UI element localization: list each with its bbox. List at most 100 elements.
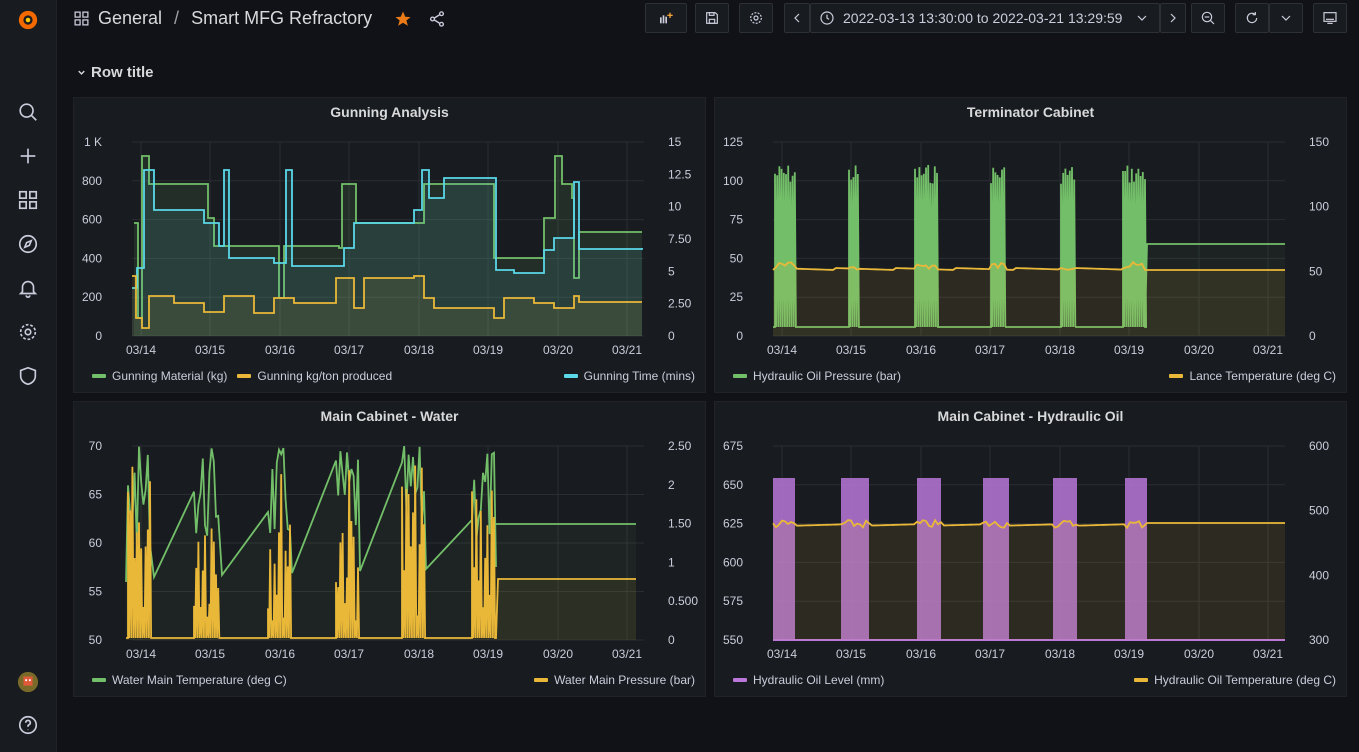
y-tick-label: 675 <box>723 439 743 453</box>
time-range-picker[interactable]: 2022-03-13 13:30:00 to 2022-03-21 13:29:… <box>810 3 1160 33</box>
hydraulic-oil-level-block <box>1053 478 1077 640</box>
time-range-back-button[interactable] <box>784 3 810 33</box>
time-series-chart[interactable]: 550 575 600 625 650 675 300 400 500 600 03/14 03/15… <box>715 402 1348 698</box>
view-mode-button[interactable] <box>1313 3 1347 33</box>
y-tick-label: 625 <box>723 517 743 531</box>
water-main-temperature-line <box>125 445 636 583</box>
legend-left: Water Main Temperature (deg C) <box>92 673 297 687</box>
x-tick-label: 03/14 <box>767 647 797 661</box>
y-tick-label: 60 <box>89 536 103 550</box>
time-series-chart[interactable]: 0 25 50 75 100 125 0 50 100 150 03/14 03/15 03/16 03/… <box>715 98 1348 394</box>
legend-right: Gunning Time (mins) <box>563 369 705 383</box>
x-tick-label: 03/15 <box>836 343 866 357</box>
y2-tick-label: 1 <box>668 555 675 569</box>
y-tick-label: 75 <box>730 213 744 227</box>
y2-tick-label: 100 <box>1309 200 1329 214</box>
panel-main-cabinet-water[interactable]: Main Cabinet - Water 50 55 60 65 70 0 0.500 1 1.… <box>73 401 706 697</box>
chevron-down-icon <box>76 67 87 78</box>
y2-tick-label: 150 <box>1309 135 1329 149</box>
y2-tick-label: 15 <box>668 135 682 149</box>
hydraulic-oil-level-block <box>773 478 795 640</box>
bell-alerting-icon[interactable] <box>14 274 42 302</box>
panel-title[interactable]: Main Cabinet - Hydraulic Oil <box>937 408 1124 424</box>
dashboard-title[interactable]: Smart MFG Refractory <box>191 8 373 28</box>
y2-tick-label: 10 <box>668 200 682 214</box>
y-tick-label: 50 <box>89 633 103 647</box>
y2-tick-label: 0 <box>668 633 675 647</box>
shield-icon[interactable] <box>14 362 42 390</box>
x-tick-label: 03/21 <box>1253 343 1283 357</box>
hydraulic-oil-level-block <box>983 478 1009 640</box>
zoom-out-button[interactable] <box>1191 3 1225 33</box>
y2-tick-label: 0.500 <box>668 594 698 608</box>
grafana-logo-icon[interactable] <box>14 6 42 34</box>
panel-title[interactable]: Gunning Analysis <box>330 104 449 120</box>
legend-left: Gunning Material (kg) Gunning kg/ton pro… <box>92 369 402 383</box>
gunning-kg-per-ton-line <box>132 275 642 329</box>
legend-item[interactable]: Gunning Material (kg) <box>92 369 227 383</box>
save-dashboard-button[interactable] <box>695 3 729 33</box>
dashboard-settings-button[interactable] <box>739 3 773 33</box>
x-tick-label: 03/17 <box>334 343 364 357</box>
panel-title[interactable]: Main Cabinet - Water <box>320 408 459 424</box>
legend-item[interactable]: Hydraulic Oil Level (mm) <box>733 673 884 687</box>
x-tick-label: 03/14 <box>126 647 156 661</box>
x-tick-label: 03/21 <box>612 647 642 661</box>
panel-title[interactable]: Terminator Cabinet <box>966 104 1095 120</box>
dashboards-icon[interactable] <box>14 186 42 214</box>
legend-item[interactable]: Hydraulic Oil Temperature (deg C) <box>1134 673 1336 687</box>
hydraulic-oil-pressure-area <box>773 165 1285 336</box>
gunning-time-line <box>132 169 643 289</box>
y-tick-label: 125 <box>723 135 743 149</box>
add-panel-button[interactable] <box>645 3 687 33</box>
y-tick-label: 55 <box>89 585 103 599</box>
legend-item[interactable]: Gunning Time (mins) <box>563 369 695 383</box>
legend-item[interactable]: Hydraulic Oil Pressure (bar) <box>733 369 901 383</box>
refresh-interval-picker[interactable] <box>1269 3 1303 33</box>
avatar[interactable] <box>14 668 42 696</box>
lance-temperature-line <box>772 260 1285 271</box>
legend-item[interactable]: Water Main Temperature (deg C) <box>92 673 287 687</box>
breadcrumb: General / Smart MFG Refractory <box>73 8 446 29</box>
panel-main-cabinet-hydraulic-oil[interactable]: Main Cabinet - Hydraulic Oil 550 575 600 62… <box>714 401 1347 697</box>
x-tick-label: 03/20 <box>543 343 573 357</box>
gunning-time-area <box>132 170 642 336</box>
gear-icon[interactable] <box>14 318 42 346</box>
hydraulic-oil-pressure-line <box>773 164 1285 328</box>
gunning-kg-per-ton-area <box>132 276 642 336</box>
row-header[interactable]: Row title <box>76 64 154 81</box>
legend-left: Hydraulic Oil Level (mm) <box>733 673 894 687</box>
x-tick-label: 03/20 <box>1184 647 1214 661</box>
panel-gunning-analysis[interactable]: Gunning Analysis 0 200 400 600 800 1 K 0 2.50 5 7… <box>73 97 706 393</box>
side-menu <box>0 0 57 752</box>
hydraulic-oil-level-block <box>917 478 941 640</box>
plus-icon[interactable] <box>14 142 42 170</box>
time-range-forward-button[interactable] <box>1160 3 1186 33</box>
time-series-chart[interactable]: 0 200 400 600 800 1 K 0 2.50 5 7.50 10 12.5 15 03/14 0… <box>74 98 707 394</box>
time-series-chart[interactable]: 50 55 60 65 70 0 0.500 1 1.50 2 2.50 03/14 03/15 03/1… <box>74 402 707 698</box>
x-tick-label: 03/16 <box>906 647 936 661</box>
refresh-button[interactable] <box>1235 3 1269 33</box>
legend-right: Water Main Pressure (bar) <box>534 673 705 687</box>
legend-item[interactable]: Water Main Pressure (bar) <box>534 673 695 687</box>
legend-left: Hydraulic Oil Pressure (bar) <box>733 369 911 383</box>
search-icon[interactable] <box>14 98 42 126</box>
dashboards-icon <box>73 10 90 27</box>
legend-item[interactable]: Lance Temperature (deg C) <box>1169 369 1336 383</box>
legend-item[interactable]: Gunning kg/ton produced <box>237 369 392 383</box>
help-icon[interactable] <box>14 711 42 739</box>
dashboard-navbar: General / Smart MFG Refractory 2022-03-1… <box>57 0 1359 40</box>
x-tick-label: 03/18 <box>404 343 434 357</box>
y-tick-label: 550 <box>723 633 743 647</box>
panel-terminator-cabinet[interactable]: Terminator Cabinet 0 25 50 75 100 125 0 50 100 15… <box>714 97 1347 393</box>
y2-tick-label: 2 <box>668 478 675 492</box>
gunning-material-area <box>134 156 642 336</box>
y2-tick-label: 300 <box>1309 633 1329 647</box>
star-icon[interactable] <box>394 10 412 28</box>
x-tick-label: 03/16 <box>265 343 295 357</box>
compass-explore-icon[interactable] <box>14 230 42 258</box>
breadcrumb-folder[interactable]: General <box>98 8 163 28</box>
x-tick-label: 03/19 <box>473 647 503 661</box>
share-icon[interactable] <box>428 10 446 28</box>
water-main-pressure-area <box>126 465 636 640</box>
